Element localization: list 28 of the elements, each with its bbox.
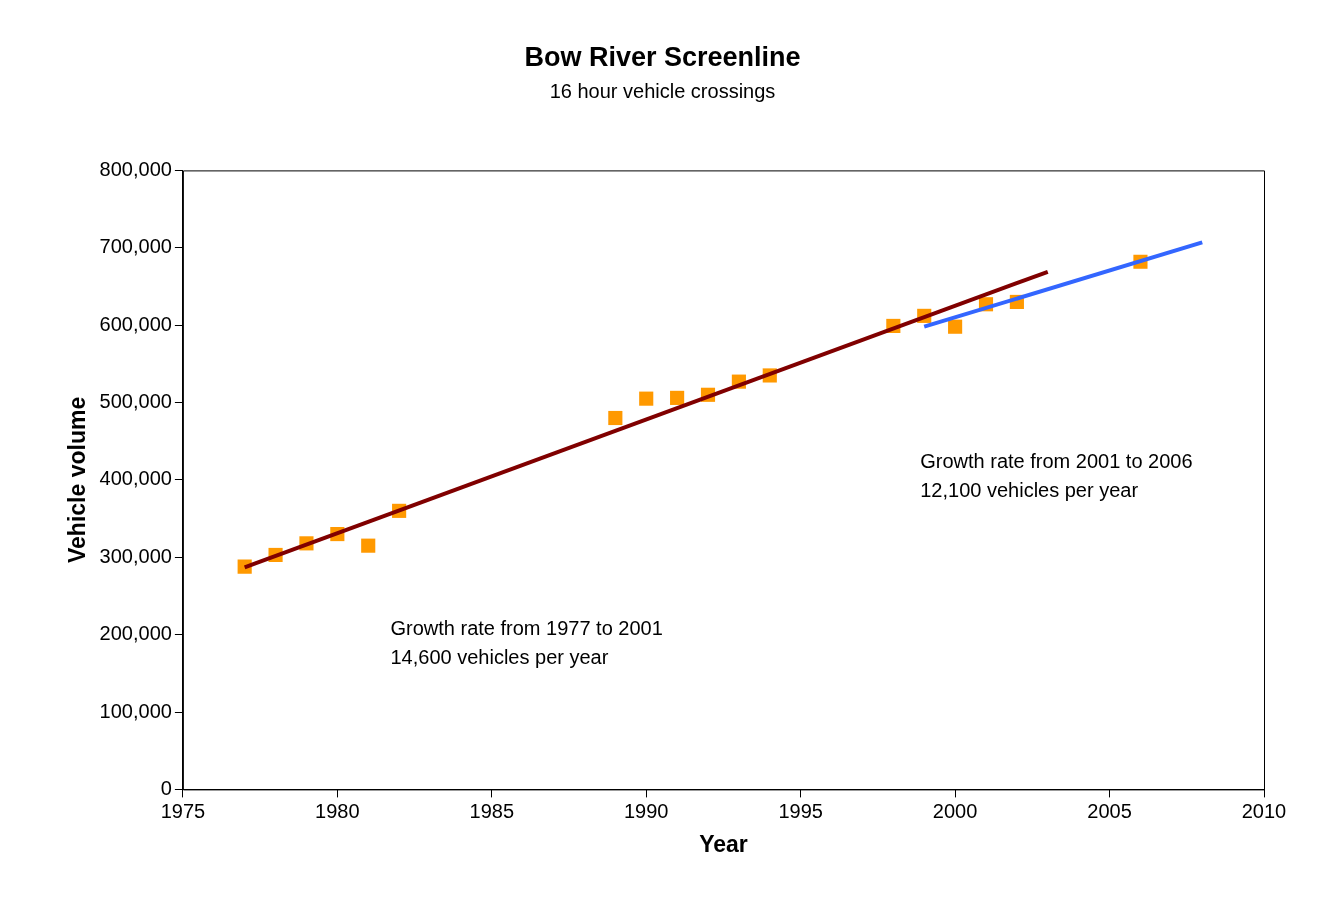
x-tick-label: 1990 xyxy=(623,799,669,822)
x-tick-label: 2000 xyxy=(932,799,978,822)
point xyxy=(948,319,963,334)
y-tick-label: 700,000 xyxy=(99,235,172,258)
annotation: Growth rate from 2001 to 2006 12,100 vehicles per year xyxy=(920,450,1193,502)
point xyxy=(639,391,654,406)
y-tick-label: 400,000 xyxy=(99,467,172,490)
x-tick-label: 1995 xyxy=(778,799,823,822)
point xyxy=(361,538,376,553)
y-tick-label: 200,000 xyxy=(99,622,172,645)
point xyxy=(670,390,685,405)
y-tick-label: 100,000 xyxy=(99,699,172,722)
x-axis-title: Year xyxy=(699,830,748,857)
x-tick-label: 2005 xyxy=(1087,799,1132,822)
x-tick-label: 1985 xyxy=(469,799,515,822)
y-tick-label: 600,000 xyxy=(99,312,172,335)
chart-subtitle: 16 hour vehicle crossings xyxy=(549,79,776,102)
y-tick-label: 300,000 xyxy=(99,544,172,567)
x-tick-label: 2010 xyxy=(1241,799,1287,822)
y-axis-title: Vehicle volume xyxy=(64,396,91,563)
y-tick-label: 500,000 xyxy=(99,390,172,413)
chart-title: Bow River Screenline xyxy=(524,41,801,72)
point xyxy=(608,410,623,426)
annotation: Growth rate from 1977 to 2001 14,600 vehicles per year xyxy=(390,616,663,668)
y-tick-label: 0 xyxy=(160,776,172,799)
x-tick-label: 1980 xyxy=(315,799,360,822)
x-tick-label: 1975 xyxy=(160,799,206,822)
y-tick-label: 800,000 xyxy=(99,157,172,180)
